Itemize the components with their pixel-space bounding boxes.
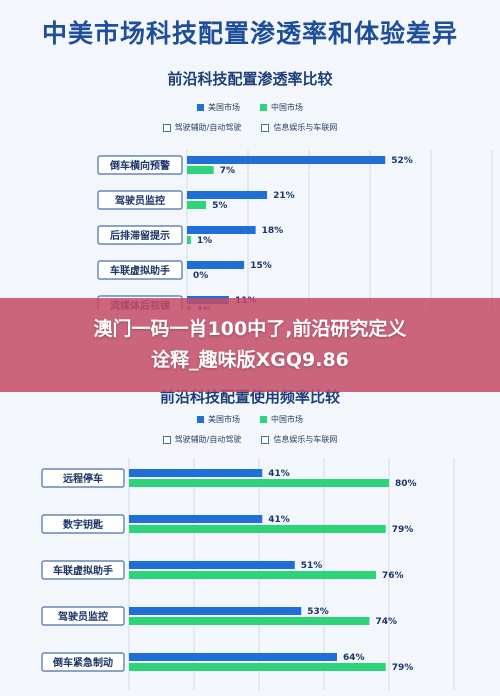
legend-us-label: 美国市场 (208, 415, 240, 424)
bar-us (187, 156, 386, 164)
chart2-title: 前沿科技配置使用频率比较 (159, 388, 340, 406)
value-label-cn: 79% (392, 525, 414, 535)
legend-cat2-label: 信息娱乐与车联网 (273, 123, 338, 132)
legend-cat1: 驾驶辅助/自动驾驶 (162, 122, 242, 133)
category-label: 车联虚拟助手 (110, 264, 170, 277)
category-label-box (41, 606, 125, 626)
value-label-us: 41% (268, 469, 290, 479)
legend-cat2: 信息娱乐与车联网 (261, 122, 337, 133)
bar-us (187, 261, 245, 269)
banner-line-2: 诠释_趣味版XGQ9.86 (151, 349, 349, 371)
value-label-cn: 80% (395, 479, 417, 489)
legend-cat1-label: 驾驶辅助/自动驾驶 (174, 435, 242, 444)
chart2-legend-categories: 驾驶辅助/自动驾驶 信息娱乐与车联网 (0, 434, 500, 445)
chart1-plot: 倒车横向预警 52% 7% 驾驶员监控 21% 5% 后排滞留提示 18% 1% 车联虚拟助手 15… (97, 150, 493, 310)
legend-cn-label: 中国市场 (271, 103, 303, 112)
bar-us (129, 469, 263, 477)
value-label-cn: 74% (376, 617, 398, 627)
category-label: 倒车紧急制动 (52, 656, 113, 669)
value-label-cn: 76% (382, 571, 404, 581)
value-label-us: 53% (307, 607, 329, 617)
banner-line-1: 澳门一码一肖100中了,前沿研究定义 (93, 318, 407, 340)
value-label-cn: 5% (212, 201, 227, 211)
legend-cat2-swatch (261, 435, 270, 444)
legend-cn-label: 中国市场 (271, 415, 303, 424)
category-label-box (41, 652, 125, 672)
value-label-us: 15% (250, 261, 272, 271)
bar-cn (129, 617, 370, 625)
page-title: 中美市场科技配置渗透率和体验差异 (41, 19, 458, 48)
category-label: 驾驶员监控 (57, 610, 108, 623)
category-label: 数字钥匙 (63, 518, 104, 531)
bar-cn (187, 236, 191, 244)
value-label-us: 41% (268, 515, 290, 525)
legend-cat2-label: 信息娱乐与车联网 (273, 435, 338, 444)
category-label-box (41, 468, 125, 488)
category-label: 远程停车 (63, 472, 103, 485)
category-label: 驾驶员监控 (114, 194, 165, 207)
value-label-cn: 0% (193, 271, 208, 281)
legend-cat2-2: 信息娱乐与车联网 (261, 434, 337, 445)
legend-cat1-swatch (162, 435, 171, 444)
legend-cat1-label: 驾驶辅助/自动驾驶 (174, 123, 242, 132)
category-label-box (97, 155, 183, 175)
bar-cn (129, 479, 389, 487)
chart1-title: 前沿科技配置渗透率比较 (167, 70, 333, 88)
category-label-box (41, 514, 125, 534)
category-label-box (41, 560, 125, 580)
category-label: 后排滞留提示 (110, 229, 170, 242)
value-label-us: 18% (262, 226, 284, 236)
chart1-legend-series: 美国市场 中国市场 (0, 102, 500, 113)
value-label-cn: 79% (392, 663, 414, 673)
category-label: 车联虚拟助手 (53, 564, 113, 577)
value-label-us: 51% (301, 561, 323, 571)
bar-cn (187, 166, 214, 174)
bar-us (187, 226, 256, 234)
legend-us: 美国市场 (197, 102, 240, 113)
value-label-us: 52% (391, 156, 413, 166)
legend-cat1-2: 驾驶辅助/自动驾驶 (162, 434, 242, 445)
legend-us-2: 美国市场 (197, 414, 240, 425)
legend-cat2-swatch (261, 123, 270, 132)
legend-cat1-swatch (162, 123, 171, 132)
legend-cn-swatch (260, 104, 267, 111)
bar-us (129, 561, 295, 569)
chart2-legend-series: 美国市场 中国市场 (0, 414, 500, 425)
bar-us (129, 607, 302, 615)
category-label-box (97, 260, 183, 280)
bar-cn (129, 571, 376, 579)
value-label-us: 64% (343, 653, 365, 663)
chart1-legend-categories: 驾驶辅助/自动驾驶 信息娱乐与车联网 (0, 122, 500, 133)
bar-us (129, 515, 263, 523)
value-label-cn: 7% (220, 166, 235, 176)
value-label-us: 21% (273, 191, 295, 201)
overlay-banner: 澳门一码一肖100中了,前沿研究定义 诠释_趣味版XGQ9.86 (0, 298, 500, 392)
legend-us-label: 美国市场 (208, 103, 240, 112)
value-label-cn: 1% (197, 236, 212, 246)
legend-cn: 中国市场 (260, 102, 303, 113)
bar-cn (187, 201, 207, 209)
bar-us (187, 191, 268, 199)
bar-cn (129, 663, 386, 671)
bar-cn (129, 525, 386, 533)
legend-cn-swatch (260, 416, 267, 423)
bar-us (129, 653, 337, 661)
category-label-box (97, 225, 183, 245)
chart2-plot: 远程停车 41% 80% 数字钥匙 41% 79% 车联虚拟助手 51% 76% 驾驶员监控 53%… (41, 458, 455, 690)
legend-us-swatch (197, 416, 204, 423)
category-label-box (97, 190, 183, 210)
legend-cn-2: 中国市场 (260, 414, 303, 425)
category-label: 倒车横向预警 (109, 159, 170, 172)
legend-us-swatch (197, 104, 204, 111)
